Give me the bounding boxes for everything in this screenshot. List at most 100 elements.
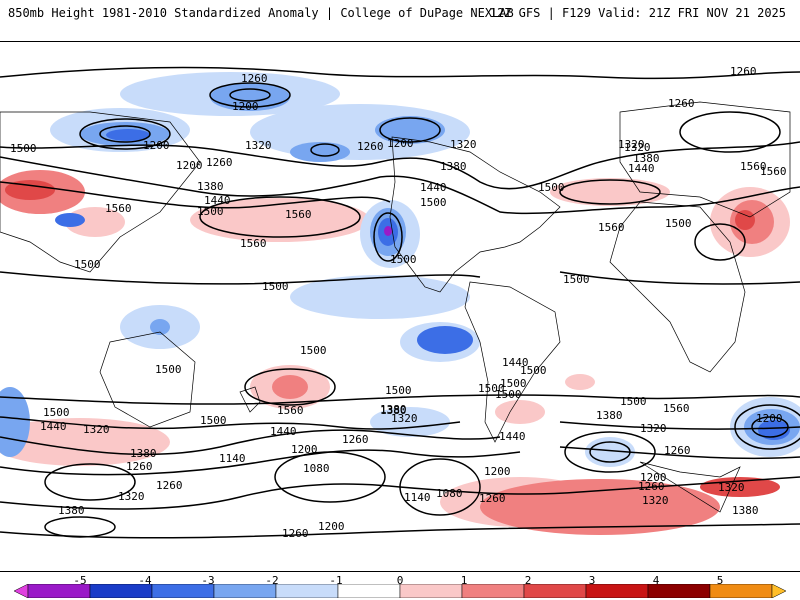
- contour-line: [274, 451, 386, 503]
- anomaly-region: [5, 180, 55, 200]
- north-america-outline: [389, 136, 561, 293]
- contour-label: 1200: [387, 137, 414, 150]
- anomaly-region: [55, 213, 85, 227]
- anomaly-region: [290, 275, 470, 319]
- contour-label: 1320: [391, 412, 418, 425]
- contour-line: [559, 421, 800, 430]
- europe-outline: [619, 101, 791, 218]
- anomaly-region: [735, 210, 755, 230]
- colorbar-swatch: [337, 584, 401, 598]
- contour-label: 1380: [633, 152, 660, 165]
- colorbar-tick: 5: [716, 574, 724, 587]
- anomaly-region: [190, 198, 370, 242]
- contour-line: [0, 156, 800, 215]
- colorbar-swatch: [461, 584, 525, 598]
- africa-outline: [609, 201, 746, 373]
- new-zealand-outline: [239, 386, 261, 413]
- contour-label: 1320: [624, 141, 651, 154]
- contour-label: 1560: [105, 202, 132, 215]
- colorbar-swatch: [89, 584, 153, 598]
- contour-label: 1260: [241, 72, 268, 85]
- contour-label: 1260: [730, 65, 757, 78]
- anomaly-region: [65, 207, 125, 237]
- contour-line: [734, 404, 800, 450]
- contour-line: [209, 82, 291, 108]
- anomaly-region: [0, 387, 30, 457]
- contour-label: 1260: [357, 140, 384, 153]
- contour-label: 1320: [450, 138, 477, 151]
- contour-label: 1380: [380, 403, 407, 416]
- contour-line: [373, 212, 403, 262]
- contour-label: 1500: [495, 388, 522, 401]
- contour-label: 1080: [303, 462, 330, 475]
- contour-line: [99, 125, 151, 143]
- anomaly-region: [210, 83, 290, 111]
- contour-line: [559, 179, 661, 205]
- contour-line: [0, 141, 800, 190]
- contour-label-layer: 1260 1200 1200 1500 1200 1320 1260 1200 …: [10, 65, 787, 540]
- anomaly-region: [290, 142, 350, 162]
- contour-label: 1440: [502, 356, 529, 369]
- contour-label: 1140: [219, 452, 246, 465]
- contour-label: 1500: [155, 363, 182, 376]
- coastlines: [0, 101, 791, 513]
- australia-outline: [99, 331, 196, 428]
- contour-label: 1560: [277, 404, 304, 417]
- contour-label: 1500: [500, 377, 527, 390]
- colorbar-tick: 1: [460, 574, 468, 587]
- contour-label: 1560: [663, 402, 690, 415]
- colorbar-swatches: [14, 584, 786, 598]
- contour-label: 1260: [206, 156, 233, 169]
- contour-label: 1320: [642, 494, 669, 507]
- colorbar-swatch: [14, 584, 29, 598]
- contour-line: [44, 463, 136, 501]
- contour-label: 1500: [520, 364, 547, 377]
- contour-label: 1260: [479, 492, 506, 505]
- colorbar-swatch: [771, 584, 786, 598]
- anomaly-region: [495, 400, 545, 424]
- colorbar-swatch: [27, 584, 91, 598]
- contour-line: [0, 66, 800, 80]
- contour-label: 1440: [40, 420, 67, 433]
- contour-line: [559, 271, 800, 285]
- anomaly-region: [565, 374, 595, 390]
- contour-label: 1500: [10, 142, 37, 155]
- contour-label: 1440: [270, 425, 297, 438]
- contour-label: 1500: [262, 280, 289, 293]
- colorbar-tick: 3: [588, 574, 596, 587]
- anomaly-region: [272, 375, 308, 399]
- contour-label: 1200: [318, 520, 345, 533]
- colorbar-swatch: [523, 584, 587, 598]
- contour-label: 1440: [420, 181, 447, 194]
- height-contours: [0, 66, 800, 539]
- contour-label: 1200: [143, 139, 170, 152]
- contour-label: 1560: [760, 165, 787, 178]
- contour-line: [0, 271, 481, 285]
- asia-outline: [0, 111, 201, 273]
- contour-label: 1380: [596, 409, 623, 422]
- anomaly-region: [417, 326, 473, 354]
- contour-label: 1260: [638, 480, 665, 493]
- contour-line: [0, 416, 461, 430]
- colorbar-swatch: [151, 584, 215, 598]
- colorbar-tick: 4: [652, 574, 660, 587]
- contour-line: [0, 394, 800, 405]
- contour-label: 1500: [300, 344, 327, 357]
- anomaly-shading: [0, 72, 800, 535]
- contour-line: [0, 523, 800, 539]
- colorbar: [14, 584, 786, 598]
- model-run-info: 12Z GFS | F129 Valid: 21Z FRI NOV 21 202…: [489, 6, 786, 20]
- contour-label: 1500: [620, 395, 647, 408]
- contour-label: 1080: [436, 487, 463, 500]
- anomaly-region: [550, 178, 670, 206]
- contour-label: 1260: [282, 527, 309, 540]
- contour-line: [310, 143, 340, 157]
- contour-line: [44, 516, 116, 538]
- contour-label: 1560: [285, 208, 312, 221]
- contour-line: [694, 223, 746, 261]
- contour-label: 1200: [232, 100, 259, 113]
- contour-line: [751, 416, 789, 438]
- map-title: 850mb Height 1981-2010 Standardized Anom…: [8, 6, 514, 20]
- contour-line: [229, 88, 271, 102]
- contour-label: 1500: [538, 181, 565, 194]
